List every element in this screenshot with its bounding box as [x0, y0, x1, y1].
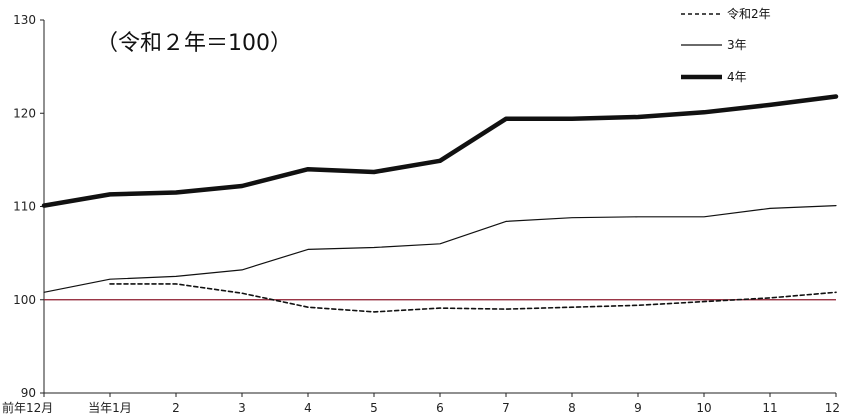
x-tick-label: 当年1月	[88, 401, 132, 415]
chart-note: （令和２年＝100）	[96, 31, 292, 56]
series-line-2	[43, 205, 837, 293]
legend-label-3: 4年	[727, 70, 747, 84]
x-tick-label: 5	[370, 401, 378, 415]
series-line-3	[41, 94, 839, 208]
x-tick-label: 12	[825, 401, 840, 415]
legend-label-2: 3年	[727, 38, 747, 52]
x-tick-label: 7	[502, 401, 510, 415]
y-tick-label: 100	[13, 293, 36, 307]
x-tick-label: 3	[238, 401, 246, 415]
series-group	[41, 94, 839, 313]
y-tick-label: 120	[13, 106, 36, 120]
legend-label-1: 令和2年	[727, 6, 771, 21]
y-tick-label: 130	[13, 13, 36, 27]
y-tick-label: 90	[21, 386, 36, 400]
x-tick-label: 2	[172, 401, 180, 415]
tick-labels: 90 100 110 120 130 前年12月 当年1月 2 3 4 5 6 7 8 9 10 11 12	[2, 13, 840, 415]
x-tick-label: 9	[634, 401, 642, 415]
series-line-1	[109, 283, 837, 313]
x-tick-label: 6	[436, 401, 444, 415]
x-tick-label: 10	[696, 401, 711, 415]
legend: 令和2年 3年 4年	[681, 6, 771, 84]
x-tick-label: 前年12月	[2, 400, 53, 415]
x-tick-label: 8	[568, 401, 576, 415]
y-tick-label: 110	[13, 200, 36, 214]
x-tick-label: 11	[762, 401, 777, 415]
x-tick-label: 4	[304, 401, 312, 415]
